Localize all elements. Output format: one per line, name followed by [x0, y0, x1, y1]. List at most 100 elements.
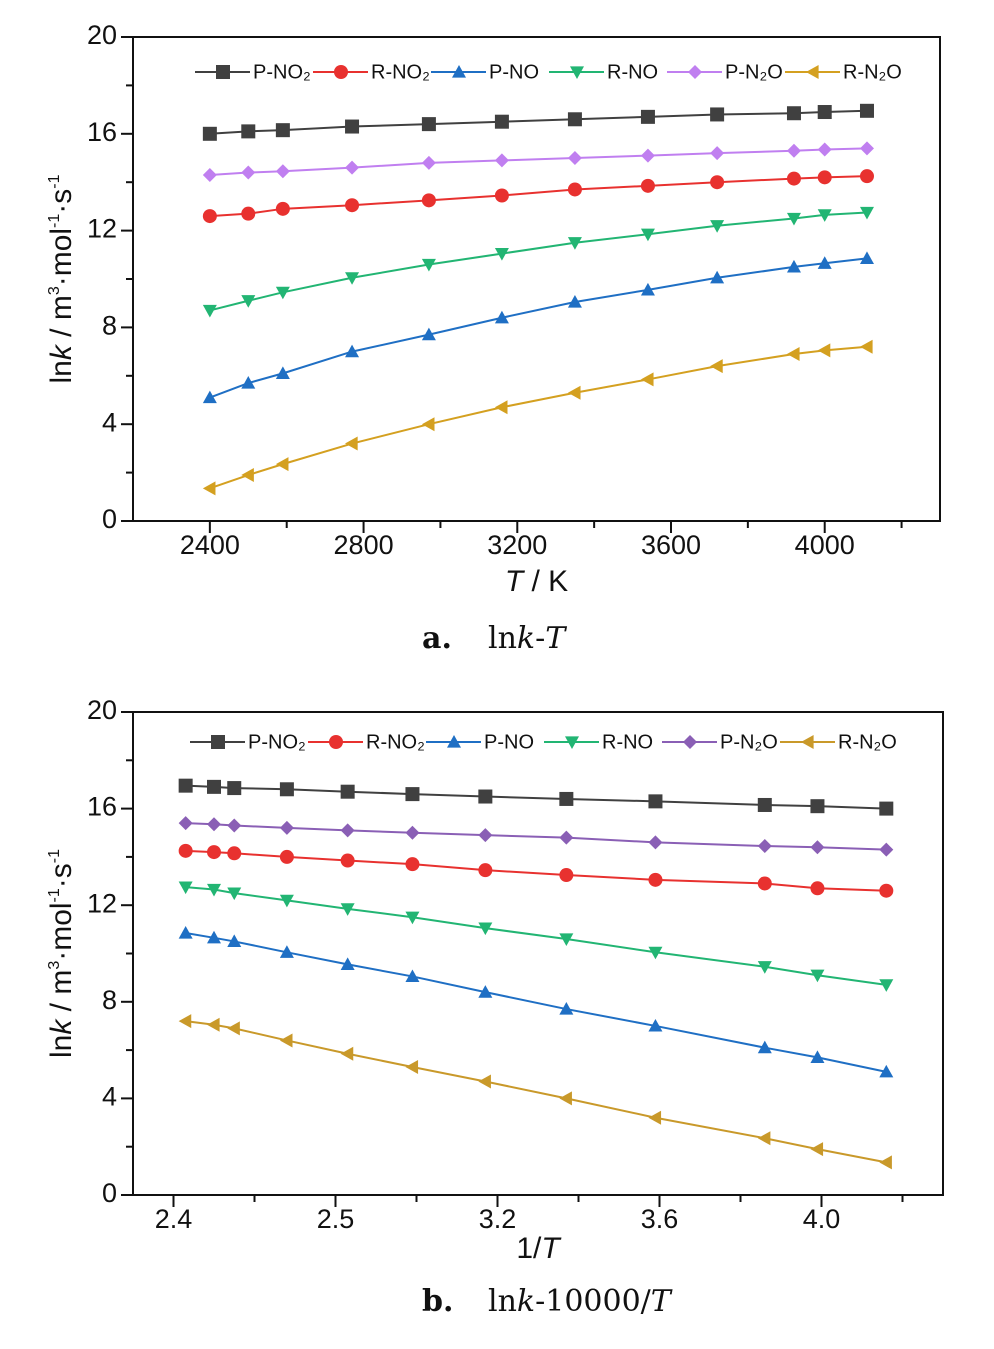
marker [494, 310, 509, 324]
marker [786, 259, 801, 273]
marker [710, 359, 723, 374]
caption-part: - [535, 621, 545, 656]
marker [859, 251, 874, 265]
y-axis-label: lnk / m3·mol-1·s-1 [45, 849, 78, 1058]
marker [207, 883, 221, 897]
marker [421, 258, 436, 272]
legend-label: R-NO₂ [366, 731, 425, 753]
marker [810, 799, 825, 814]
marker [559, 933, 574, 947]
marker [640, 228, 655, 242]
marker [879, 801, 894, 816]
marker [227, 781, 242, 796]
marker [421, 155, 436, 170]
marker [567, 182, 582, 197]
marker [494, 247, 509, 261]
marker [279, 820, 294, 835]
marker [567, 237, 582, 250]
x-tick-label: 2.4 [155, 1204, 193, 1234]
marker [421, 117, 436, 132]
x-tick-label: 3600 [641, 530, 701, 560]
marker [710, 220, 725, 233]
marker [567, 385, 581, 400]
marker [710, 270, 725, 284]
marker [202, 209, 217, 224]
y-label-part: ·mol [45, 228, 78, 286]
marker [279, 894, 294, 908]
y-tick-label: 8 [102, 311, 117, 341]
legend-label: R-N₂O [838, 731, 897, 753]
marker [478, 863, 493, 878]
legend-marker [683, 735, 697, 749]
marker [757, 876, 772, 891]
marker [567, 112, 582, 127]
marker [241, 295, 256, 308]
y-label-part: ·mol [45, 902, 78, 960]
marker [879, 979, 894, 992]
marker [227, 887, 242, 901]
marker [640, 372, 654, 387]
marker [879, 1064, 894, 1078]
marker [817, 105, 832, 120]
marker [757, 839, 772, 854]
series-line [209, 109, 868, 135]
marker [710, 107, 725, 122]
marker [494, 153, 509, 168]
x-tick-label: 3.6 [641, 1204, 679, 1234]
marker [202, 167, 217, 182]
marker [405, 825, 420, 840]
marker [227, 846, 242, 861]
marker [340, 823, 355, 838]
marker [817, 170, 832, 185]
marker [879, 1155, 892, 1170]
marker [559, 1002, 574, 1015]
marker [648, 794, 663, 809]
y-tick-label: 4 [102, 407, 117, 437]
marker [405, 911, 420, 925]
marker [275, 366, 290, 379]
marker [421, 327, 436, 341]
marker [178, 881, 193, 895]
x-label-part: T [541, 1232, 562, 1265]
marker [178, 778, 193, 793]
marker [421, 193, 436, 208]
marker [207, 779, 221, 794]
legend-label: R-NO [602, 731, 653, 753]
y-label-part: ln [45, 1035, 78, 1058]
marker [405, 1060, 419, 1075]
legend-label: P-NO [484, 731, 534, 753]
x-tick-label: 3.2 [479, 1204, 517, 1234]
y-label-part: k [45, 1018, 78, 1035]
marker [567, 294, 582, 308]
marker [757, 961, 772, 974]
marker [786, 106, 801, 121]
marker [340, 957, 355, 970]
legend-marker [447, 735, 461, 748]
marker [241, 468, 254, 483]
marker [345, 344, 360, 358]
legend-marker [806, 65, 819, 79]
y-tick-label: 20 [87, 20, 117, 50]
y-label-part: ln [45, 360, 78, 383]
legend-marker [452, 65, 466, 78]
marker [810, 1050, 825, 1063]
legend-marker [801, 735, 814, 749]
caption-part: ln [488, 621, 517, 656]
marker [340, 784, 355, 799]
marker [207, 930, 221, 944]
marker [640, 282, 655, 296]
y-tick-label: 4 [102, 1082, 117, 1112]
series-line [209, 175, 868, 218]
marker [202, 304, 217, 318]
marker [207, 817, 221, 832]
marker [202, 481, 216, 496]
series-line [185, 886, 887, 986]
caption-part: T [651, 1284, 673, 1319]
y-tick-label: 20 [87, 695, 117, 725]
marker [202, 126, 217, 141]
marker [859, 339, 873, 354]
marker [757, 1131, 771, 1146]
marker [559, 830, 574, 845]
legend-label: P-NO₂ [248, 731, 306, 753]
